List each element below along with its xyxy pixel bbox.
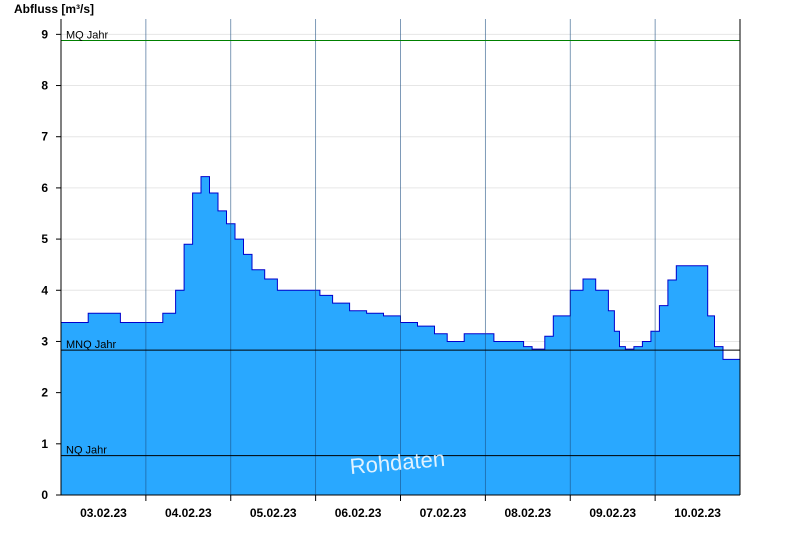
y-axis-title: Abfluss [m³/s] xyxy=(14,2,94,16)
discharge-line xyxy=(61,176,741,360)
x-tick-label-06.02.23: 06.02.23 xyxy=(335,506,382,520)
y-tick-label-5: 5 xyxy=(41,232,48,246)
axis-layer: 0 1 2 3 4 5 6 7 8 9 03.02.23 04.02.23 05.02.23 06.02.… xyxy=(41,19,741,520)
ref-label-mq-jahr: MQ Jahr xyxy=(66,29,109,41)
reference-lines-layer: MQ Jahr MNQ Jahr NQ Jahr xyxy=(61,29,740,457)
ref-label-mnq-jahr: MNQ Jahr xyxy=(66,339,116,351)
y-tick-label-2: 2 xyxy=(41,386,48,400)
y-tick-label-7: 7 xyxy=(41,130,48,144)
y-tick-label-1: 1 xyxy=(41,437,48,451)
y-tick-label-4: 4 xyxy=(41,283,48,297)
y-tick-label-6: 6 xyxy=(41,181,48,195)
x-tick-label-09.02.23: 09.02.23 xyxy=(589,506,636,520)
ref-label-nq-jahr: NQ Jahr xyxy=(66,445,107,457)
x-tick-label-07.02.23: 07.02.23 xyxy=(420,506,467,520)
x-tick-label-03.02.23: 03.02.23 xyxy=(80,506,127,520)
y-tick-label-0: 0 xyxy=(41,488,48,502)
x-tick-label-04.02.23: 04.02.23 xyxy=(165,506,212,520)
y-tick-label-8: 8 xyxy=(41,79,48,93)
y-tick-label-3: 3 xyxy=(41,334,48,348)
x-tick-label-10.02.23: 10.02.23 xyxy=(674,506,721,520)
x-tick-label-05.02.23: 05.02.23 xyxy=(250,506,297,520)
day-divider-layer xyxy=(145,19,656,495)
y-tick-label-9: 9 xyxy=(41,27,48,41)
x-tick-label-08.02.23: 08.02.23 xyxy=(504,506,551,520)
